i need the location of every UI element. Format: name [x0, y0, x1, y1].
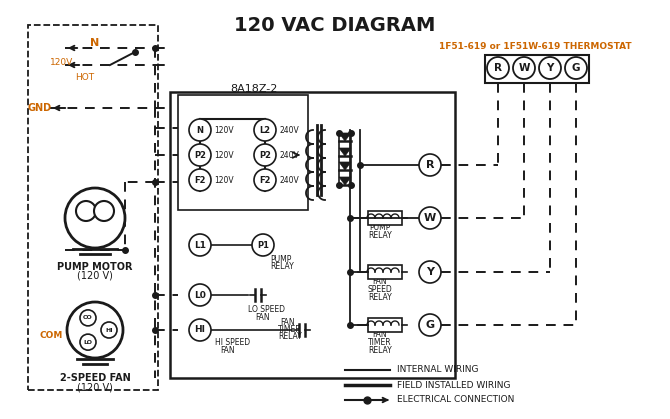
Text: L0: L0 — [194, 290, 206, 300]
Text: FAN: FAN — [220, 346, 234, 355]
Text: TIMER: TIMER — [278, 325, 302, 334]
Text: HI: HI — [194, 326, 206, 334]
Text: LO: LO — [84, 340, 92, 344]
Text: L1: L1 — [194, 241, 206, 249]
Circle shape — [189, 319, 211, 341]
Text: FIELD INSTALLED WIRING: FIELD INSTALLED WIRING — [397, 380, 511, 390]
Text: 120V: 120V — [214, 176, 234, 184]
Text: P1: P1 — [257, 241, 269, 249]
Text: L2: L2 — [259, 126, 271, 134]
Text: PUMP: PUMP — [270, 255, 291, 264]
Circle shape — [513, 57, 535, 79]
Text: RELAY: RELAY — [278, 332, 302, 341]
Circle shape — [189, 234, 211, 256]
Circle shape — [189, 169, 211, 191]
Text: PUMP MOTOR: PUMP MOTOR — [57, 262, 133, 272]
FancyBboxPatch shape — [170, 92, 455, 378]
Text: 8A18Z-2: 8A18Z-2 — [230, 84, 277, 94]
Polygon shape — [339, 162, 351, 170]
Circle shape — [419, 261, 441, 283]
Circle shape — [487, 57, 509, 79]
Text: F2: F2 — [259, 176, 271, 184]
Circle shape — [254, 119, 276, 141]
Text: 120V: 120V — [214, 126, 234, 134]
Polygon shape — [339, 133, 351, 141]
Text: W: W — [519, 63, 530, 73]
Text: HI: HI — [105, 328, 113, 333]
Text: 120 VAC DIAGRAM: 120 VAC DIAGRAM — [234, 16, 436, 35]
Text: G: G — [572, 63, 580, 73]
Text: PUMP: PUMP — [369, 223, 391, 232]
Polygon shape — [339, 177, 351, 185]
Text: P2: P2 — [194, 150, 206, 160]
Text: 240V: 240V — [279, 176, 299, 184]
Text: FAN: FAN — [373, 277, 387, 286]
Text: N: N — [90, 38, 100, 48]
Text: HOT: HOT — [76, 73, 94, 82]
Text: FAN: FAN — [280, 318, 295, 327]
Text: (120 V): (120 V) — [77, 382, 113, 392]
FancyBboxPatch shape — [368, 211, 402, 225]
Circle shape — [539, 57, 561, 79]
Circle shape — [252, 234, 274, 256]
Text: SPEED: SPEED — [368, 285, 393, 294]
Circle shape — [254, 144, 276, 166]
Text: RELAY: RELAY — [368, 293, 392, 302]
Text: RELAY: RELAY — [270, 262, 293, 271]
Text: HI SPEED: HI SPEED — [215, 338, 250, 347]
Text: 1F51-619 or 1F51W-619 THERMOSTAT: 1F51-619 or 1F51W-619 THERMOSTAT — [439, 42, 631, 51]
Circle shape — [80, 334, 96, 350]
Polygon shape — [339, 148, 351, 156]
FancyBboxPatch shape — [485, 55, 589, 83]
Text: 2-SPEED FAN: 2-SPEED FAN — [60, 373, 131, 383]
Text: COM: COM — [40, 331, 63, 339]
Text: ELECTRICAL CONNECTION: ELECTRICAL CONNECTION — [397, 396, 515, 404]
Text: GND: GND — [28, 103, 52, 113]
FancyBboxPatch shape — [368, 318, 402, 332]
Text: R: R — [425, 160, 434, 170]
Text: 240V: 240V — [279, 150, 299, 160]
Circle shape — [65, 188, 125, 248]
Text: TIMER: TIMER — [369, 338, 392, 347]
Circle shape — [565, 57, 587, 79]
Circle shape — [419, 154, 441, 176]
Text: R: R — [494, 63, 502, 73]
Text: W: W — [424, 213, 436, 223]
Circle shape — [189, 144, 211, 166]
Text: FAN: FAN — [255, 313, 269, 322]
Text: (120 V): (120 V) — [77, 271, 113, 281]
Text: Y: Y — [426, 267, 434, 277]
Text: F2: F2 — [194, 176, 206, 184]
Circle shape — [189, 119, 211, 141]
Circle shape — [254, 169, 276, 191]
Text: P2: P2 — [259, 150, 271, 160]
Circle shape — [76, 201, 96, 221]
Text: G: G — [425, 320, 435, 330]
Text: N: N — [196, 126, 204, 134]
Text: 120V: 120V — [50, 58, 73, 67]
Text: CO: CO — [83, 316, 93, 321]
Circle shape — [101, 322, 117, 338]
Text: Y: Y — [546, 63, 553, 73]
Circle shape — [94, 201, 114, 221]
Text: 120V: 120V — [214, 150, 234, 160]
Circle shape — [419, 207, 441, 229]
Text: RELAY: RELAY — [368, 231, 392, 240]
Circle shape — [67, 302, 123, 358]
Circle shape — [419, 314, 441, 336]
Text: 240V: 240V — [279, 126, 299, 134]
Circle shape — [189, 284, 211, 306]
Text: INTERNAL WIRING: INTERNAL WIRING — [397, 365, 478, 375]
FancyBboxPatch shape — [178, 95, 308, 210]
Text: LO SPEED: LO SPEED — [248, 305, 285, 314]
Text: FAN: FAN — [373, 330, 387, 339]
Circle shape — [80, 310, 96, 326]
Text: RELAY: RELAY — [368, 346, 392, 355]
FancyBboxPatch shape — [368, 265, 402, 279]
